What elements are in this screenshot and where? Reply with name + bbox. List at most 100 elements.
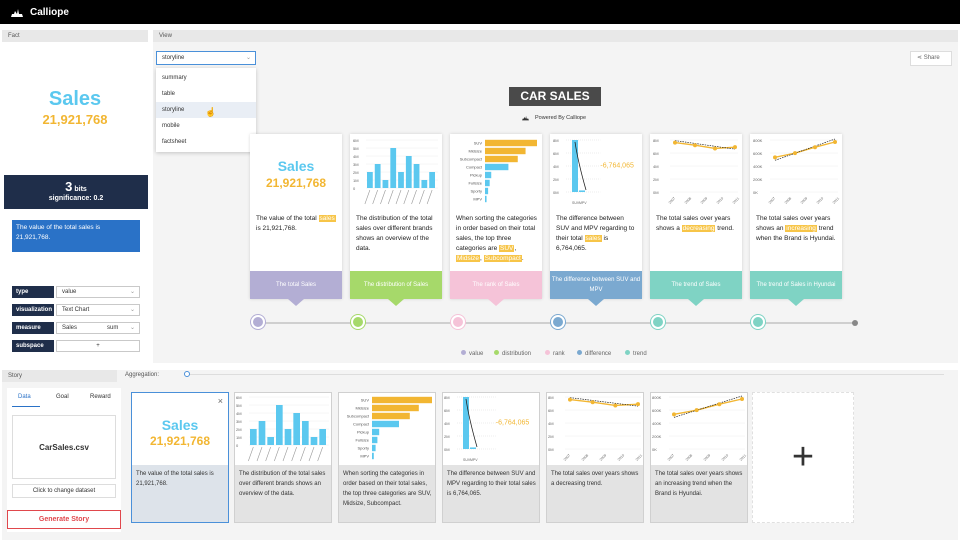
aggregation-label: Aggregation: bbox=[125, 372, 160, 378]
aggregation-slider[interactable] bbox=[187, 374, 944, 375]
close-icon[interactable]: × bbox=[217, 396, 223, 406]
field-value: value bbox=[62, 289, 77, 295]
category-label: SUV bbox=[474, 141, 483, 146]
field-select-type[interactable]: value ⌄ bbox=[56, 286, 140, 298]
x-tick-label: 2008 bbox=[581, 453, 589, 461]
field-select-measure[interactable]: Sales sum ⌄ bbox=[56, 322, 140, 334]
x-tick-label: 2010 bbox=[816, 196, 824, 204]
storyline-card[interactable]: Sales 21,921,768 The value of the total sa… bbox=[250, 134, 342, 306]
card-tag: The trend of Sales in Hyundai bbox=[750, 271, 842, 306]
x-tick-label: 2007 bbox=[563, 453, 571, 461]
field-select-visualization[interactable]: Text Chart ⌄ bbox=[56, 304, 140, 316]
difference-arrow bbox=[465, 398, 478, 448]
generate-story-button[interactable]: Generate Story bbox=[7, 510, 121, 529]
trend-point bbox=[693, 143, 697, 148]
significance-label: significance: 0.2 bbox=[48, 195, 104, 202]
view-panel: View storyline ⌄ summary table storyline mob… bbox=[153, 30, 958, 363]
view-option-storyline[interactable]: storyline bbox=[156, 102, 256, 118]
timeline-node[interactable] bbox=[251, 315, 265, 329]
change-dataset-button[interactable]: Click to change dataset bbox=[12, 484, 116, 498]
bar bbox=[372, 428, 380, 436]
legend-label: distribution bbox=[502, 351, 532, 357]
card-description: The total sales over years shows an incr… bbox=[756, 214, 838, 244]
y-tick-label: 8M bbox=[548, 395, 554, 400]
field-value: + bbox=[96, 343, 100, 349]
category-label: MPV bbox=[473, 197, 482, 202]
view-option-mobile[interactable]: mobile bbox=[162, 123, 180, 129]
field-select-subspace[interactable]: + bbox=[56, 340, 140, 352]
card-text: The distribution of the total sales over… bbox=[356, 215, 433, 252]
tab-data[interactable]: Data bbox=[18, 394, 31, 400]
tab-goal[interactable]: Goal bbox=[56, 394, 69, 400]
timeline-node[interactable] bbox=[551, 315, 565, 329]
timeline-node[interactable] bbox=[451, 315, 465, 329]
field-value: Sales bbox=[62, 325, 78, 331]
powered-by: Powered By Calliope bbox=[535, 115, 587, 121]
view-select[interactable]: storyline ⌄ bbox=[156, 51, 256, 65]
bar bbox=[485, 155, 518, 163]
card-text: trend when the Brand is Hyundai. bbox=[756, 225, 836, 242]
highlight-text: increasing bbox=[785, 225, 817, 232]
timeline-node[interactable] bbox=[351, 315, 365, 329]
app-title: Calliope bbox=[30, 7, 69, 18]
story-settings bbox=[7, 388, 121, 532]
card-tag: The difference between SUV and MPV bbox=[550, 271, 642, 306]
y-tick-label: 400K bbox=[652, 421, 662, 426]
legend-item-rank: rank bbox=[545, 350, 565, 357]
y-tick-label: 0M bbox=[653, 190, 659, 195]
trend-point bbox=[673, 140, 677, 145]
view-option-factsheet[interactable]: factsheet bbox=[162, 139, 187, 145]
bar bbox=[319, 429, 326, 445]
timeline-node[interactable] bbox=[751, 315, 765, 329]
bar bbox=[250, 429, 257, 445]
aggregation-slider-handle[interactable] bbox=[184, 371, 190, 377]
story-card[interactable]: SUV Midsize Subcompact Compact Pickup Fullsiz… bbox=[338, 392, 436, 523]
storyline-card[interactable]: SUV Midsize Subcompact Compact Pickup Fullsiz… bbox=[450, 134, 542, 306]
y-tick-label: 2M bbox=[444, 434, 450, 439]
bar bbox=[367, 172, 373, 188]
x-tick-label bbox=[395, 189, 402, 205]
highlight-text: sales bbox=[318, 215, 336, 222]
story-card[interactable]: 8M 6M 4M 2M 0M -6,764,065 SUV MPV The difference… bbox=[442, 392, 540, 523]
y-tick-label: 2M bbox=[548, 434, 554, 439]
story-card[interactable]: 800K 600K 400K 200K 0K 2007 2008 2009 2010 2011 Th… bbox=[650, 392, 748, 523]
y-tick-label: 4M bbox=[444, 421, 450, 426]
storyline-card[interactable]: 6M 5M 4M 3M 2M 1M 0 The distribution of the tot… bbox=[350, 134, 442, 306]
story-card-svg: 800K 600K 400K 200K 0K 2007 2008 2009 2010 2011 bbox=[652, 395, 747, 462]
story-card[interactable]: 8M 6M 4M 2M 0M 2007 2008 2009 2010 2011 The total … bbox=[546, 392, 644, 523]
share-button[interactable]: ⋖ Share bbox=[910, 51, 952, 66]
trend-point bbox=[740, 397, 744, 401]
story-card-chart: SUV Midsize Subcompact Compact Pickup Fullsiz… bbox=[339, 393, 435, 465]
dataset-card[interactable]: CarSales.csv bbox=[12, 415, 116, 479]
card-text: is 21,921,768. bbox=[256, 225, 297, 232]
legend-swatch bbox=[625, 350, 630, 355]
story-panel-title: Story bbox=[2, 370, 117, 382]
y-tick-label: 800K bbox=[652, 395, 662, 400]
trend-fit-line bbox=[774, 138, 836, 161]
x-tick-label: SUV bbox=[572, 201, 580, 205]
x-tick-label: MPV bbox=[470, 458, 478, 462]
story-card[interactable]: Sales 21,921,768 × The value of the total s… bbox=[131, 392, 229, 523]
x-tick-label: 2011 bbox=[832, 197, 840, 205]
view-option-table[interactable]: table bbox=[162, 91, 176, 97]
bar bbox=[405, 156, 412, 188]
y-tick-label: 200K bbox=[753, 177, 763, 182]
tab-reward[interactable]: Reward bbox=[90, 394, 111, 400]
card-text: The total sales over years shows an bbox=[756, 215, 831, 232]
storyline-card[interactable]: 8M 6M 4M 2M 0M -6,764,065 SUV MPV The difference… bbox=[550, 134, 642, 306]
category-label: Sporty bbox=[357, 446, 369, 451]
x-tick-label: 2010 bbox=[721, 453, 729, 461]
storyline-card[interactable]: 800K 600K 400K 200K 0K 2007 2008 2009 2010 2011 Th… bbox=[750, 134, 842, 306]
view-option-summary[interactable]: summary bbox=[162, 75, 187, 81]
fact-description: The value of the total sales is 21,921,7… bbox=[12, 220, 140, 252]
bar bbox=[485, 195, 487, 203]
category-label: SUV bbox=[361, 398, 370, 403]
field-label-subspace: subspace bbox=[12, 340, 54, 352]
storyline-card[interactable]: 8M 6M 4M 2M 0M 2007 2008 2009 2010 2011 The total … bbox=[650, 134, 742, 306]
trend-line bbox=[774, 141, 836, 159]
fact-measure-value: 21,921,768 bbox=[42, 112, 108, 127]
timeline-node[interactable] bbox=[651, 315, 665, 329]
y-tick-label: 0M bbox=[444, 447, 450, 452]
add-fact-button[interactable]: + bbox=[752, 392, 854, 523]
story-card[interactable]: 6M 5M 4M 3M 2M 1M 0 The distribution of the tot… bbox=[234, 392, 332, 523]
